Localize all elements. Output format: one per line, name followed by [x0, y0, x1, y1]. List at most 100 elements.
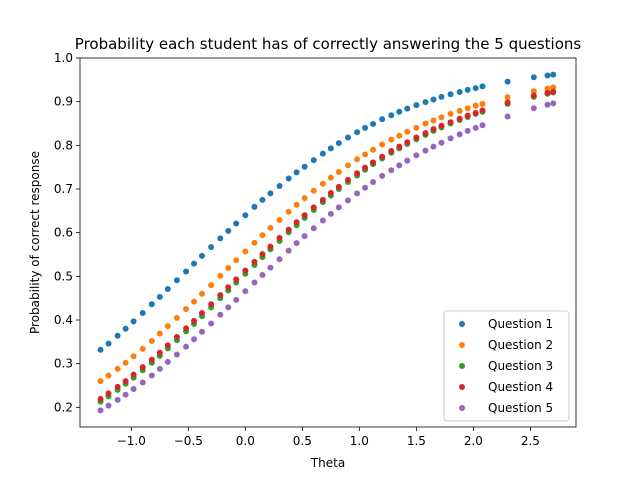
- data-point: [479, 107, 486, 114]
- data-point: [379, 153, 386, 160]
- y-tick-label: 0.9: [54, 95, 73, 109]
- y-tick-label: 0.5: [54, 269, 73, 283]
- data-point: [251, 258, 258, 265]
- data-point: [413, 102, 420, 109]
- data-point: [550, 88, 557, 95]
- data-point: [225, 265, 232, 272]
- data-point: [267, 264, 274, 271]
- legend-marker: [459, 405, 465, 411]
- data-point: [105, 390, 112, 397]
- y-tick-label: 0.7: [54, 182, 73, 196]
- data-point: [464, 86, 471, 93]
- data-point: [191, 336, 198, 343]
- data-point: [114, 383, 121, 390]
- data-point: [370, 159, 377, 166]
- x-tick-label: 2.5: [521, 434, 540, 448]
- data-point: [370, 146, 377, 153]
- data-point: [319, 217, 326, 224]
- data-point: [276, 217, 283, 224]
- data-point: [276, 256, 283, 263]
- data-point: [447, 119, 454, 126]
- data-point: [97, 407, 104, 414]
- data-point: [139, 345, 146, 352]
- data-point: [173, 351, 180, 358]
- data-point: [344, 162, 351, 169]
- data-point: [430, 126, 437, 133]
- data-point: [259, 232, 266, 239]
- chart-title: Probability each student has of correctl…: [75, 35, 582, 53]
- data-point: [388, 112, 395, 119]
- legend-marker: [459, 342, 465, 348]
- data-point: [370, 179, 377, 186]
- data-point: [217, 235, 224, 242]
- data-point: [259, 196, 266, 203]
- data-point: [456, 107, 463, 114]
- data-point: [370, 120, 377, 127]
- x-tick-label: −1.0: [117, 434, 146, 448]
- data-point: [217, 272, 224, 279]
- data-point: [447, 110, 454, 117]
- y-tick-label: 0.8: [54, 138, 73, 152]
- legend: Question 1 Question 2 Question 3 Question 4…: [443, 310, 570, 422]
- x-tick-label: −0.5: [174, 434, 203, 448]
- data-point: [362, 151, 369, 158]
- data-point: [251, 279, 258, 286]
- data-point: [327, 210, 334, 217]
- data-point: [242, 288, 249, 295]
- y-axis-label: Probability of correct response: [28, 151, 42, 334]
- data-point: [148, 356, 155, 363]
- data-point: [285, 208, 292, 215]
- x-tick-label: 2.0: [464, 434, 483, 448]
- data-point: [148, 337, 155, 344]
- data-point: [148, 301, 155, 308]
- data-point: [362, 124, 369, 131]
- data-point: [97, 378, 104, 385]
- data-point: [130, 371, 137, 378]
- data-point: [530, 105, 537, 112]
- data-point: [285, 226, 292, 233]
- data-point: [183, 325, 190, 332]
- data-point: [464, 127, 471, 134]
- data-point: [301, 212, 308, 219]
- data-point: [479, 83, 486, 90]
- data-point: [199, 328, 205, 335]
- x-tick-label: 0.5: [293, 434, 312, 448]
- data-point: [530, 92, 537, 99]
- y-tick-label: 0.3: [54, 357, 73, 371]
- data-point: [319, 150, 326, 157]
- data-point: [217, 311, 224, 318]
- data-point: [310, 157, 317, 164]
- data-point: [327, 189, 334, 196]
- data-point: [156, 365, 163, 372]
- data-point: [301, 195, 308, 202]
- data-point: [251, 239, 258, 246]
- data-point: [362, 164, 369, 171]
- data-point: [208, 301, 215, 308]
- data-point: [225, 284, 232, 291]
- data-point: [464, 112, 471, 119]
- data-point: [183, 268, 190, 275]
- data-point: [438, 139, 445, 146]
- data-point: [164, 323, 171, 330]
- data-point: [530, 74, 537, 81]
- data-point: [438, 122, 445, 129]
- data-point: [217, 292, 224, 299]
- data-point: [388, 148, 395, 155]
- data-point: [413, 124, 420, 131]
- data-point: [130, 386, 137, 393]
- data-point: [164, 358, 171, 365]
- data-point: [404, 139, 411, 146]
- data-point: [208, 282, 215, 289]
- data-point: [199, 290, 205, 297]
- legend-label: Question 4: [488, 380, 553, 394]
- legend-label: Question 5: [488, 401, 553, 415]
- data-point: [504, 99, 511, 106]
- data-point: [276, 234, 283, 241]
- data-point: [259, 251, 266, 258]
- data-point: [362, 184, 369, 191]
- data-point: [122, 391, 129, 398]
- data-point: [388, 136, 395, 143]
- y-tick-label: 0.6: [54, 226, 73, 240]
- data-point: [164, 286, 171, 293]
- data-point: [550, 100, 557, 107]
